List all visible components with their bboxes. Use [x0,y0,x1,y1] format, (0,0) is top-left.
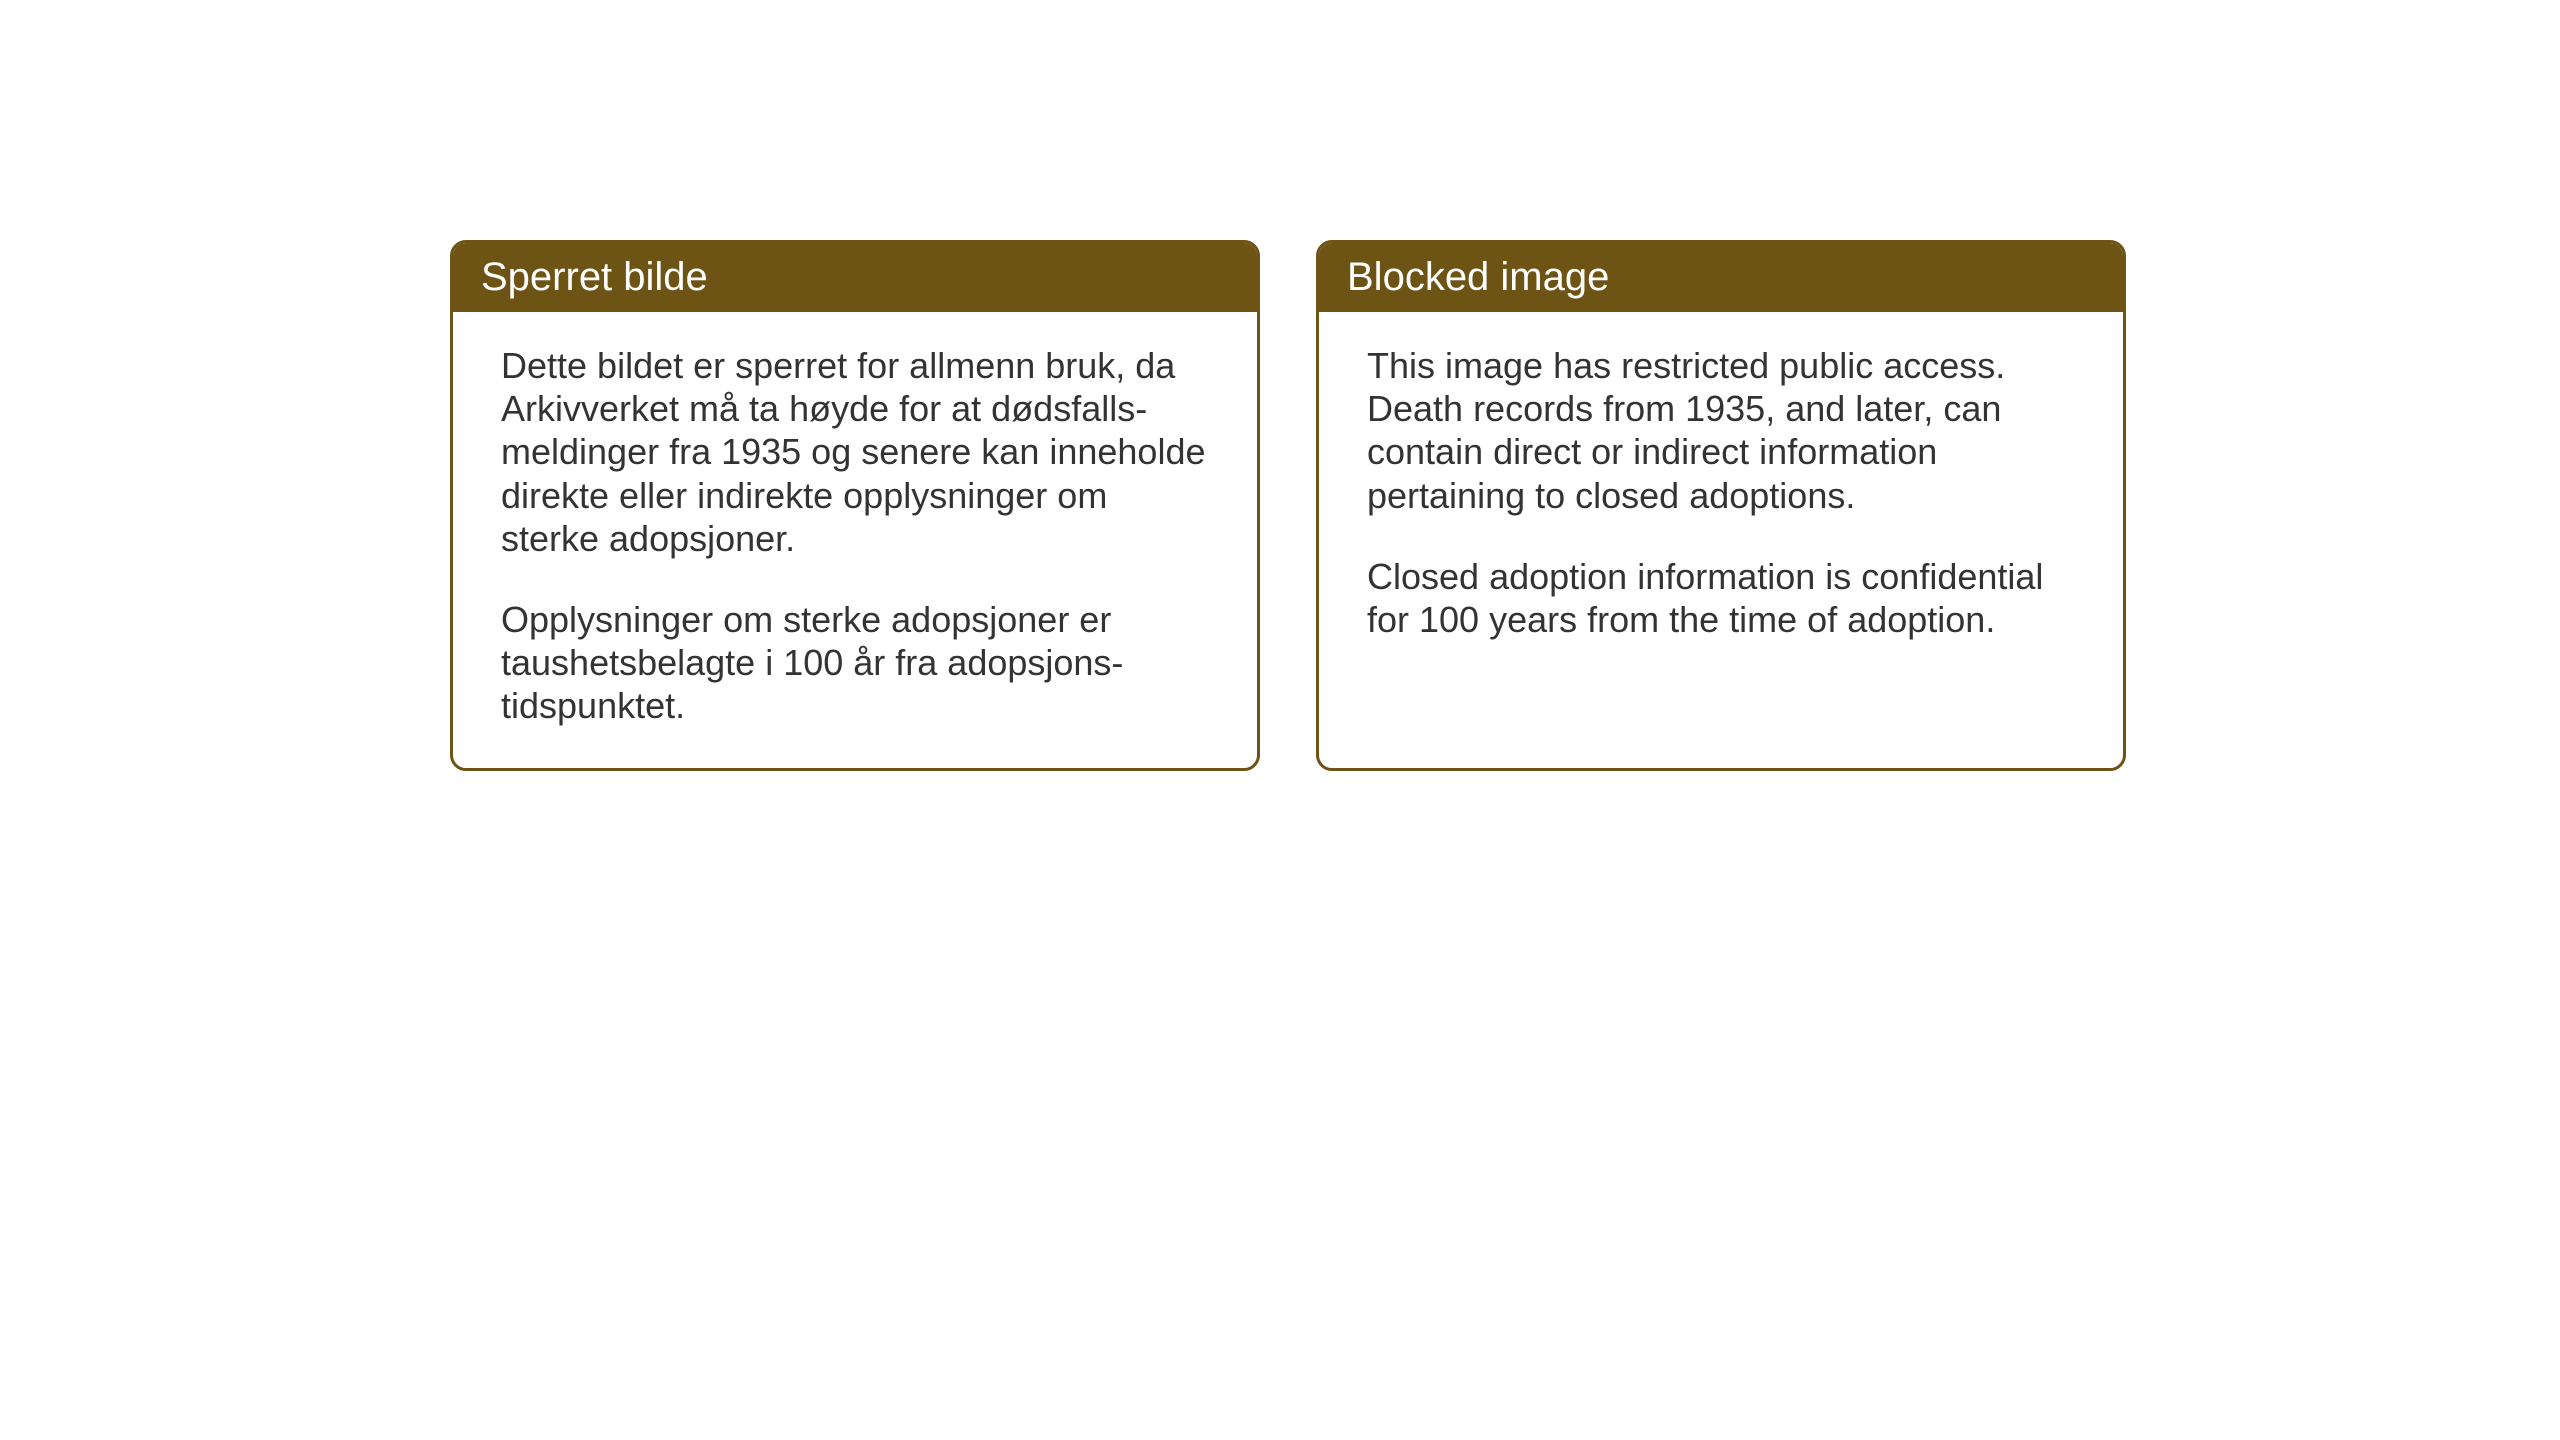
notice-container: Sperret bilde Dette bildet er sperret fo… [450,240,2126,771]
card-paragraph: This image has restricted public access.… [1367,344,2075,517]
card-title-norwegian: Sperret bilde [481,255,708,299]
notice-card-norwegian: Sperret bilde Dette bildet er sperret fo… [450,240,1260,771]
card-header-english: Blocked image [1319,243,2123,312]
card-paragraph: Closed adoption information is confident… [1367,555,2075,641]
card-title-english: Blocked image [1347,255,1609,299]
notice-card-english: Blocked image This image has restricted … [1316,240,2126,771]
card-paragraph: Opplysninger om sterke adopsjoner er tau… [501,598,1209,728]
card-body-english: This image has restricted public access.… [1319,312,2123,752]
card-header-norwegian: Sperret bilde [453,243,1257,312]
card-body-norwegian: Dette bildet er sperret for allmenn bruk… [453,312,1257,768]
card-paragraph: Dette bildet er sperret for allmenn bruk… [501,344,1209,560]
